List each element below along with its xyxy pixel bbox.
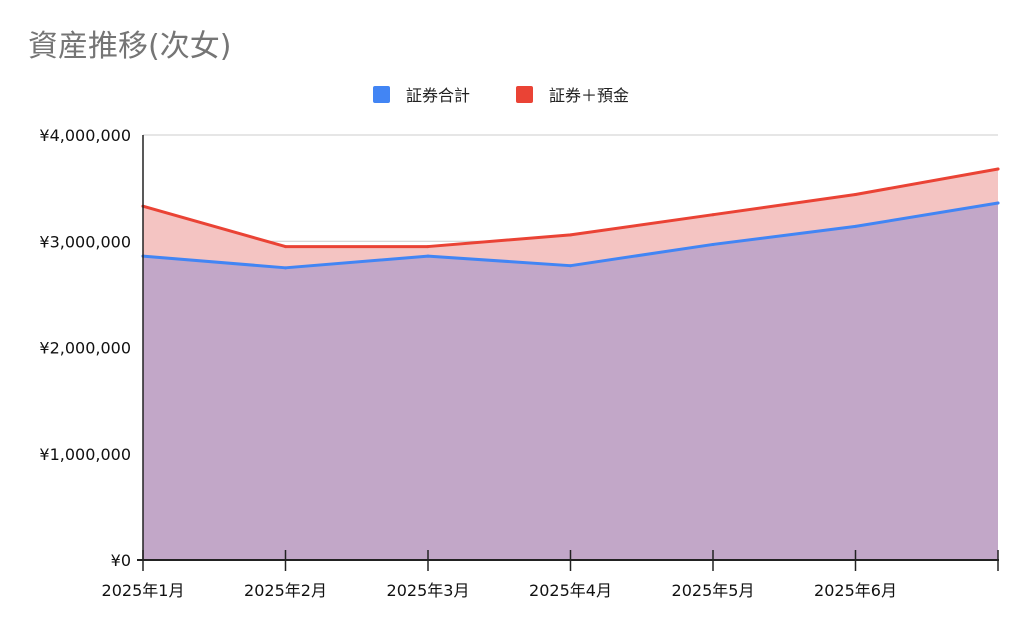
area-fill-series-0 xyxy=(143,203,998,560)
x-tick-label: 2025年2月 xyxy=(244,581,327,600)
y-tick-label: ¥4,000,000 xyxy=(39,126,131,145)
data-point-series-0 xyxy=(711,242,715,246)
y-tick-label: ¥0 xyxy=(111,551,131,570)
legend: 証券合計 証券＋預金 xyxy=(373,86,629,105)
legend-label-securities: 証券合計 xyxy=(406,86,470,105)
x-tick-label: 2025年1月 xyxy=(102,581,185,600)
x-tick-label: 2025年3月 xyxy=(387,581,470,600)
data-point-series-0 xyxy=(569,264,572,268)
y-tick-label: ¥1,000,000 xyxy=(39,445,131,464)
data-point-series-0 xyxy=(284,266,287,270)
chart-title: 資産推移(次女) xyxy=(28,29,231,64)
x-tick-label: 2025年5月 xyxy=(672,581,755,600)
data-point-series-0 xyxy=(996,201,1000,205)
x-tick-label: 2025年4月 xyxy=(529,581,612,600)
data-point-series-1 xyxy=(284,245,287,249)
data-point-series-0 xyxy=(426,254,430,258)
legend-label-securities-plus-deposits: 証券＋預金 xyxy=(549,86,629,105)
data-point-series-1 xyxy=(711,213,715,217)
legend-swatch-securities-plus-deposits xyxy=(516,86,533,103)
y-tick-label: ¥3,000,000 xyxy=(39,232,131,251)
x-tick-label: 2025年6月 xyxy=(814,581,897,600)
legend-swatch-securities xyxy=(373,86,390,103)
area-fills xyxy=(143,169,998,560)
data-point-series-0 xyxy=(854,224,857,228)
y-axis-tick-labels: ¥0 ¥1,000,000 ¥2,000,000 ¥3,000,000 ¥4,000,0… xyxy=(39,126,131,570)
axes xyxy=(137,135,999,571)
data-point-series-1 xyxy=(569,233,572,237)
data-point-series-1 xyxy=(854,193,857,196)
data-point-series-1 xyxy=(996,167,1000,171)
x-axis-tick-labels: 2025年1月 2025年2月 2025年3月 2025年4月 2025年5月 2025年… xyxy=(102,581,897,600)
data-point-series-1 xyxy=(426,245,430,249)
y-tick-label: ¥2,000,000 xyxy=(39,339,131,358)
